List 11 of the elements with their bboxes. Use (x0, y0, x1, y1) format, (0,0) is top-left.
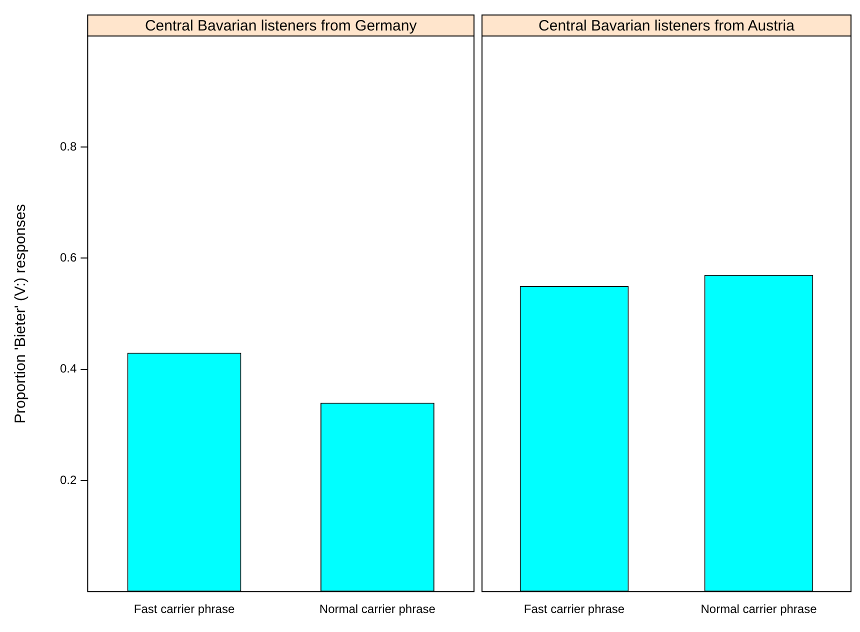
y-axis-title: Proportion 'Bieter' (V:) responses (12, 204, 30, 424)
y-tick-label: 0.2 (60, 472, 77, 487)
chart-title: Central Bavarian listeners from Germany (144, 18, 418, 35)
chart-title: Central Bavarian listeners from Austria (538, 18, 796, 35)
x-tick-label: Normal carrier phrase (700, 602, 818, 616)
x-tick-label: Fast carrier phrase (524, 602, 625, 616)
y-tick-label: 0.8 (60, 139, 77, 154)
y-tick-label: 0.6 (60, 250, 77, 265)
y-tick-label: 0.4 (60, 362, 77, 376)
x-tick-label: Fast carrier phrase (134, 602, 235, 616)
x-tick-label: Normal carrier phrase (319, 602, 436, 616)
